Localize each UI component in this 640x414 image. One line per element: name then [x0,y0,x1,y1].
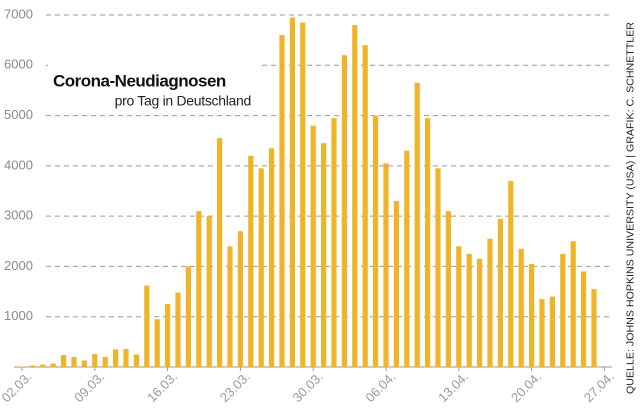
bar [113,349,119,367]
bar [581,271,587,367]
bar [393,201,399,367]
bar [383,163,389,367]
bar [40,364,46,367]
bar [404,150,410,367]
bar [549,296,555,367]
bar [92,353,98,367]
bar [258,168,264,367]
bar [185,266,191,367]
bar [289,17,295,368]
bar [487,238,493,367]
bar [206,216,212,367]
bar [248,155,254,367]
bar [154,319,160,367]
bar [529,263,535,367]
bar [477,258,483,367]
bar [539,299,545,367]
bar [61,354,67,367]
bar [269,148,275,367]
bar [414,82,420,367]
y-tick-label: 6000 [4,57,33,72]
title-box [48,64,258,112]
y-tick-label: 7000 [4,6,33,21]
bar [445,211,451,367]
chart-subtitle: pro Tag in Deutschland [115,93,251,109]
y-tick-label: 3000 [4,208,33,223]
bar [279,35,285,367]
y-tick-label: 5000 [4,107,33,122]
bar [425,118,431,367]
bar [456,246,462,367]
bar [237,231,243,367]
y-tick-label: 1000 [4,308,33,323]
bar [29,365,35,367]
bar [508,180,514,367]
bar [435,168,441,367]
bar [570,241,576,367]
bar [102,356,108,367]
chart-title: Corona-Neudiagnosen [53,71,226,90]
bar [123,348,129,367]
bar [497,218,503,367]
bar [373,115,379,367]
bar [352,25,358,368]
bar [591,289,597,367]
bar [196,211,202,367]
bar [217,138,223,367]
bar [133,354,139,367]
bar [227,246,233,367]
bar [144,285,150,367]
bar [331,118,337,367]
bar [300,22,306,368]
bar [362,45,368,368]
bar [81,360,87,367]
bar [518,248,524,367]
bar [341,55,347,367]
bar [50,363,56,367]
bar [175,292,181,367]
bar [466,253,472,367]
bar [321,143,327,367]
bar [165,304,171,367]
y-tick-label: 2000 [4,258,33,273]
bar [71,356,77,367]
bar [19,366,25,367]
source: QUELLE: JOHNS HOPKINS UNIVERSITY (USA) |… [626,22,637,394]
y-tick-label: 4000 [4,157,33,172]
bar [310,125,316,367]
bars [19,17,597,368]
bar [560,253,566,367]
